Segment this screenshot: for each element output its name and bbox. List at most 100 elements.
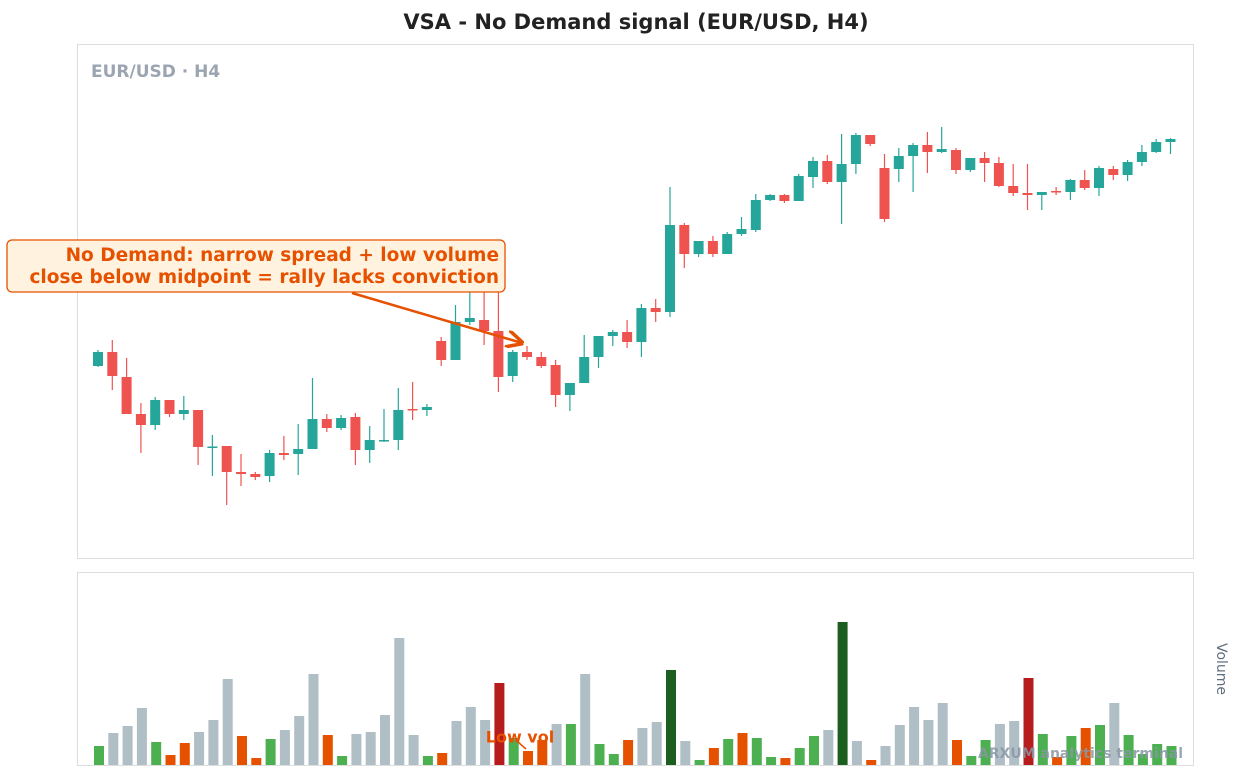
candle-body: [93, 352, 103, 366]
candle-body: [278, 453, 289, 455]
volume-bar: [751, 738, 762, 765]
candle-body: [407, 409, 418, 411]
volume-bar: [165, 755, 176, 765]
volume-bar: [823, 730, 834, 765]
candle-body: [636, 308, 647, 342]
annotation-text: close below midpoint = rally lacks convi…: [29, 267, 499, 288]
volume-bar: [780, 758, 791, 765]
volume-bar: [1037, 734, 1048, 765]
volume-bar: [551, 724, 562, 765]
candle-body: [607, 332, 618, 336]
candle-body: [221, 446, 232, 472]
volume-bar: [422, 756, 433, 765]
candle-body: [264, 453, 275, 476]
candle-body: [1136, 152, 1147, 162]
candle-body: [1065, 180, 1076, 192]
y-axis-label: Volume: [1213, 643, 1229, 695]
volume-bar: [937, 703, 948, 765]
candle-body: [1108, 169, 1119, 175]
volume-bar: [179, 743, 190, 765]
candle-body: [707, 241, 718, 254]
annotation-text: No Demand: narrow spread + low volume: [66, 245, 499, 266]
volume-bar: [680, 741, 691, 765]
volume-bar: [194, 732, 205, 765]
volume-bar: [294, 716, 305, 765]
volume-bar: [351, 734, 362, 765]
volume-bar: [480, 720, 491, 765]
volume-bar: [1066, 736, 1077, 765]
volume-bar: [623, 740, 634, 765]
candle-body: [364, 440, 375, 450]
volume-panel: [77, 572, 1194, 766]
candle-body: [736, 229, 747, 234]
volume-bar: [851, 741, 862, 765]
candle-body: [536, 357, 547, 366]
candle-body: [922, 145, 933, 152]
candle-body: [236, 472, 246, 474]
candle-body: [951, 150, 961, 170]
volume-bar: [251, 758, 262, 765]
candle-body: [193, 410, 204, 447]
volume-bar: [365, 732, 376, 765]
volume-bar: [222, 679, 233, 765]
volume-bar: [308, 674, 319, 765]
volume-bar: [1095, 725, 1105, 765]
volume-bar: [708, 748, 719, 765]
candle-body: [722, 234, 733, 254]
volume-bar: [723, 739, 734, 765]
candle-body: [850, 135, 861, 164]
candle-body: [1022, 193, 1033, 195]
candle-body: [765, 195, 776, 200]
volume-bar: [537, 740, 548, 765]
watermark: ARXUM analytics terminal: [978, 746, 1183, 762]
volume-bar: [1109, 703, 1120, 765]
volume-bar: [1023, 678, 1034, 765]
volume-bar: [1152, 744, 1163, 765]
candle-body: [650, 308, 661, 312]
candle-body: [693, 241, 704, 254]
candle-body: [808, 161, 818, 177]
volume-bar: [794, 748, 805, 765]
candle-body: [464, 318, 475, 322]
volume-bar: [337, 756, 348, 765]
volume-bar: [766, 757, 777, 765]
volume-bar: [923, 720, 934, 765]
volume-bar: [809, 736, 819, 765]
candle-body: [1008, 186, 1019, 193]
volume-bar: [1166, 746, 1177, 765]
candle-body: [350, 417, 361, 450]
volume-bar: [265, 739, 276, 765]
volume-bar: [208, 720, 219, 765]
volume-bar: [1137, 754, 1148, 765]
candle-body: [1122, 162, 1133, 175]
candle-body: [936, 149, 947, 152]
candle-body: [679, 225, 690, 254]
volume-bar: [279, 730, 290, 765]
volume-bar: [508, 738, 519, 765]
candle-body: [550, 365, 561, 395]
candle-body: [622, 332, 633, 342]
candle-body: [436, 341, 447, 360]
volume-bar: [880, 746, 891, 765]
candle-body: [107, 352, 118, 376]
candle-body: [393, 410, 404, 440]
candle-body: [121, 377, 132, 414]
volume-bar: [1009, 721, 1020, 765]
volume-bar: [1080, 728, 1091, 765]
volume-bar: [580, 674, 591, 765]
volume-bar: [494, 683, 505, 765]
volume-bar: [136, 708, 147, 765]
candle-body: [1094, 168, 1104, 188]
candle-body: [965, 158, 976, 170]
candle-body: [750, 200, 761, 230]
candle-body: [793, 176, 804, 201]
volume-bar: [94, 746, 104, 765]
candle-body: [336, 418, 347, 428]
candle-body: [993, 163, 1004, 186]
volume-bar: [651, 722, 662, 765]
volume-bar: [952, 740, 962, 765]
volume-bar: [666, 670, 676, 765]
annotation-box: [6, 239, 506, 293]
candle-body: [836, 164, 847, 182]
